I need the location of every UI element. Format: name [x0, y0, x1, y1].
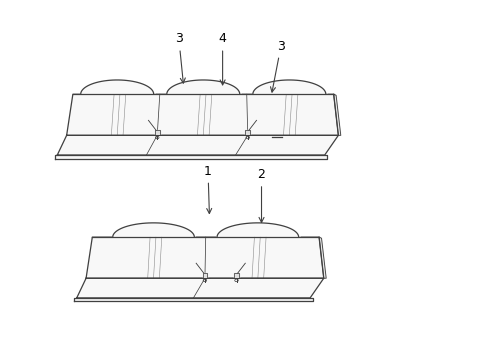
Polygon shape — [81, 80, 153, 94]
Text: 3: 3 — [270, 40, 285, 92]
Polygon shape — [319, 237, 325, 278]
Polygon shape — [166, 80, 239, 94]
Polygon shape — [113, 223, 194, 237]
Polygon shape — [66, 94, 338, 135]
Text: 2: 2 — [257, 168, 265, 222]
Text: 1: 1 — [203, 165, 211, 213]
Polygon shape — [77, 278, 323, 298]
Polygon shape — [202, 273, 207, 278]
Polygon shape — [245, 130, 249, 135]
Polygon shape — [86, 237, 323, 278]
Polygon shape — [234, 273, 238, 278]
Polygon shape — [333, 94, 340, 135]
Polygon shape — [55, 155, 326, 158]
Polygon shape — [57, 135, 338, 155]
Text: 4: 4 — [218, 32, 226, 85]
Polygon shape — [252, 80, 325, 94]
Polygon shape — [155, 130, 159, 135]
Text: 3: 3 — [175, 32, 185, 83]
Polygon shape — [74, 298, 312, 301]
Polygon shape — [217, 223, 298, 237]
